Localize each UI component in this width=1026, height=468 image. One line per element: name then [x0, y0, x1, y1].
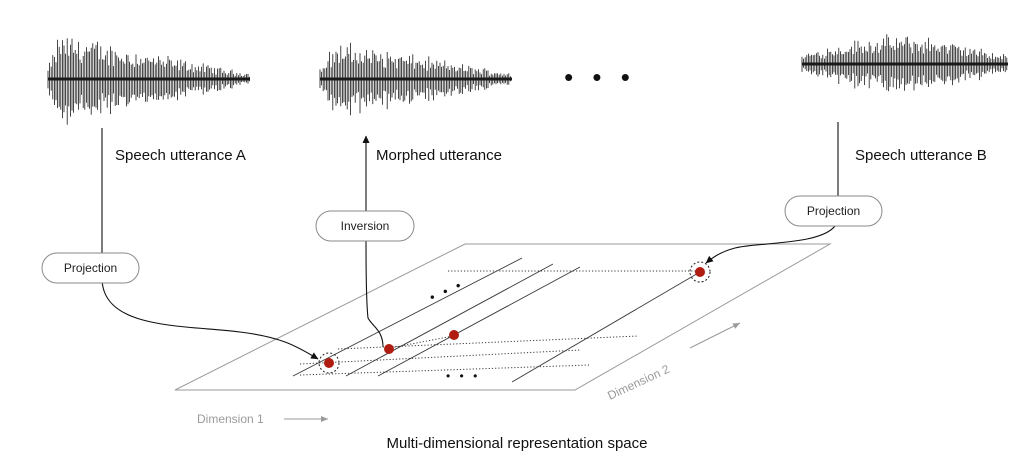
- grid-line-dotted: [384, 335, 454, 350]
- grid-ellipsis-lower: • • •: [446, 369, 480, 383]
- projection-a-label: Projection: [64, 261, 117, 275]
- waveform-utterance-b: [801, 34, 1008, 92]
- waveform-utterance-a: [47, 38, 250, 125]
- projection-b-label: Projection: [807, 204, 860, 218]
- projection-b-box: Projection: [784, 195, 883, 227]
- inversion-box: Inversion: [315, 210, 415, 242]
- arrow-projection-b-to-point: [705, 225, 836, 264]
- representation-plane: [174, 243, 832, 391]
- grid-line-dotted: [337, 335, 639, 350]
- grid-line-solid: [511, 271, 701, 383]
- point-morphed: [384, 344, 394, 354]
- projection-a-pill: [41, 252, 140, 284]
- point-utterance-b: [695, 267, 705, 277]
- projection-b-pill: [784, 195, 883, 227]
- inversion-label: Inversion: [341, 219, 390, 233]
- dimension-2-arrow: [689, 322, 741, 349]
- grid-lines: [292, 257, 701, 383]
- arrow-projection-a-to-point: [101, 277, 319, 360]
- point-intermediate: [449, 330, 459, 340]
- label-dimension-2: Dimension 2: [605, 362, 672, 403]
- point-utterance-a: [324, 358, 334, 368]
- point-a-target-ring: [318, 352, 340, 374]
- label-morphed-utterance: Morphed utterance: [376, 147, 502, 164]
- point-b-target-ring: [689, 261, 711, 283]
- waveform-morphed-utterance: [319, 42, 512, 116]
- label-speech-utterance-a: Speech utterance A: [115, 147, 246, 164]
- grid-line-solid: [345, 263, 554, 377]
- grid-line-solid: [292, 257, 523, 377]
- label-dimension-1: Dimension 1: [197, 412, 264, 426]
- connector-point-to-inversion: [365, 239, 384, 348]
- projection-a-box: Projection: [41, 252, 140, 284]
- inversion-pill: [315, 210, 415, 242]
- grid-line-solid: [377, 266, 581, 377]
- grid-line-dotted: [299, 349, 581, 365]
- utterance-ellipsis: • • •: [564, 62, 636, 92]
- label-speech-utterance-b: Speech utterance B: [855, 147, 987, 164]
- waveform-trace: [47, 38, 250, 125]
- grid-line-dotted: [299, 364, 591, 376]
- caption-representation-space: Multi-dimensional representation space: [387, 435, 648, 452]
